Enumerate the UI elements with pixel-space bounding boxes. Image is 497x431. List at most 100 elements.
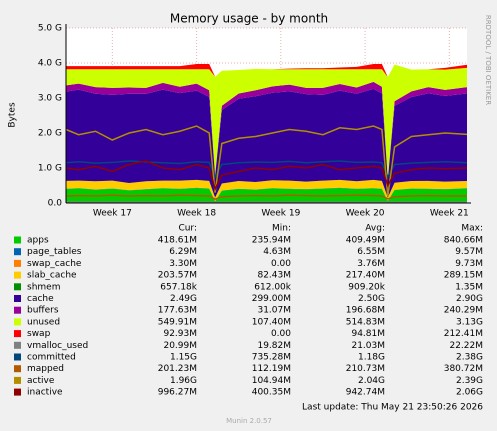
x-tick-label: Week 21 xyxy=(430,209,469,219)
legend-swatch xyxy=(14,341,21,349)
y-tick-label: 4.0 G xyxy=(38,59,62,69)
footer: Munin 2.0.57 xyxy=(226,417,272,425)
area xyxy=(66,64,467,78)
legend-stat: 22.22M xyxy=(449,341,483,351)
legend-swatch xyxy=(14,388,21,396)
legend-stat: 217.40M xyxy=(346,271,385,281)
legend-name: vmalloc_used xyxy=(27,341,88,351)
legend-swatch xyxy=(14,248,21,256)
legend-stat: 735.28M xyxy=(252,353,291,363)
legend-stat: 20.99M xyxy=(163,341,197,351)
legend-stat: 3.13G xyxy=(456,317,483,327)
legend-swatch xyxy=(14,295,21,302)
legend-stat: 2.90G xyxy=(456,294,483,304)
legend-stat: 380.72M xyxy=(444,364,483,374)
y-tick-label: 3.0 G xyxy=(38,94,62,104)
chart-title: Memory usage - by month xyxy=(170,12,328,26)
legend-stat: 9.57M xyxy=(455,247,483,257)
legend-stat: 996.27M xyxy=(158,388,197,398)
legend-name: apps xyxy=(27,236,49,246)
legend-stat: 240.29M xyxy=(444,306,483,316)
legend-name: unused xyxy=(27,317,60,327)
legend-stat: 203.57M xyxy=(158,271,197,281)
line xyxy=(65,194,467,200)
legend-stat: 549.91M xyxy=(158,317,197,327)
y-axis-label: Bytes xyxy=(8,102,18,128)
legend-stat: 92.93M xyxy=(163,329,197,339)
y-tick-label: 2.0 G xyxy=(38,129,62,139)
legend-stat: 2.39G xyxy=(456,376,483,386)
legend-swatch xyxy=(14,236,21,244)
legend-name: shmem xyxy=(27,282,60,292)
legend-stat: 104.94M xyxy=(252,376,291,386)
legend-stat: 112.19M xyxy=(252,364,291,374)
legend-name: page_tables xyxy=(27,247,82,257)
legend-stat: 6.55M xyxy=(357,247,385,257)
legend-stat: 1.15G xyxy=(170,353,197,363)
line xyxy=(65,125,468,197)
legend-stat: 840.66M xyxy=(444,236,483,246)
legend-stat: 1.96G xyxy=(170,376,197,386)
area xyxy=(66,179,467,202)
legend-stat: 400.35M xyxy=(252,388,291,398)
legend-name: slab_cache xyxy=(27,271,77,281)
legend-stat: 0.00 xyxy=(271,259,291,269)
legend-name: committed xyxy=(27,353,76,363)
legend-swatch xyxy=(14,376,21,384)
legend-stat: 299.00M xyxy=(252,294,291,304)
legend-stat: 2.50G xyxy=(358,294,385,304)
legend-stat: 3.30M xyxy=(169,259,197,269)
x-tick-label: Week 18 xyxy=(177,209,216,219)
legend-stat: 514.83M xyxy=(346,317,385,327)
legend-stat: 2.49G xyxy=(170,294,197,304)
legend-stat: 196.68M xyxy=(346,306,385,316)
legend-stat: 9.73M xyxy=(455,259,483,269)
legend-stat: 657.18k xyxy=(160,282,197,292)
legend-swatch xyxy=(14,365,21,373)
legend-swatch xyxy=(14,330,21,338)
legend-stat: 6.29M xyxy=(169,247,197,257)
legend-stat: 19.82M xyxy=(257,341,291,351)
legend-header: Avg: xyxy=(365,224,385,234)
legend-stat: 418.61M xyxy=(158,236,197,246)
legend-stat: 201.23M xyxy=(158,364,197,374)
y-tick-label: 5.0 G xyxy=(38,24,62,34)
legend-stat: 1.35M xyxy=(455,282,483,292)
area xyxy=(66,81,467,181)
area xyxy=(66,64,467,179)
legend-stat: 909.20k xyxy=(348,282,385,292)
legend-stat: 942.74M xyxy=(346,388,385,398)
legend-header: Max: xyxy=(461,224,483,234)
last-update: Last update: Thu May 21 23:50:26 2026 xyxy=(302,403,483,413)
legend-stat: 210.73M xyxy=(346,364,385,374)
legend-stat: 31.07M xyxy=(257,306,291,316)
legend-stat: 4.63M xyxy=(263,247,291,257)
y-tick-label: 0.0 xyxy=(48,199,63,209)
legend: Cur: Min: Avg: Max: apps 418.61M 235.94M 409.49… xyxy=(14,224,483,398)
legend-stat: 212.41M xyxy=(444,329,483,339)
legend-stat: 0.00 xyxy=(271,329,291,339)
legend-swatch xyxy=(14,318,21,326)
legend-name: swap xyxy=(27,329,51,339)
plot xyxy=(65,27,468,204)
legend-swatch xyxy=(14,271,21,279)
legend-stat: 2.06G xyxy=(456,388,483,398)
legend-stat: 235.94M xyxy=(252,236,291,246)
area xyxy=(66,88,467,198)
legend-header: Cur: xyxy=(178,224,197,234)
legend-stat: 2.38G xyxy=(456,353,483,363)
legend-stat: 177.63M xyxy=(158,306,197,316)
legend-header: Min: xyxy=(272,224,291,234)
legend-name: cache xyxy=(27,294,54,304)
legend-stat: 21.03M xyxy=(351,341,385,351)
legend-stat: 3.76M xyxy=(357,259,385,269)
x-tick-label: Week 17 xyxy=(93,209,132,219)
legend-stat: 107.40M xyxy=(252,317,291,327)
legend-swatch xyxy=(14,283,21,291)
legend-stat: 409.49M xyxy=(346,236,385,246)
x-tick-label: Week 20 xyxy=(346,209,385,219)
legend-stat: 612.00k xyxy=(254,282,291,292)
legend-swatch xyxy=(14,306,21,314)
legend-swatch xyxy=(14,259,21,267)
